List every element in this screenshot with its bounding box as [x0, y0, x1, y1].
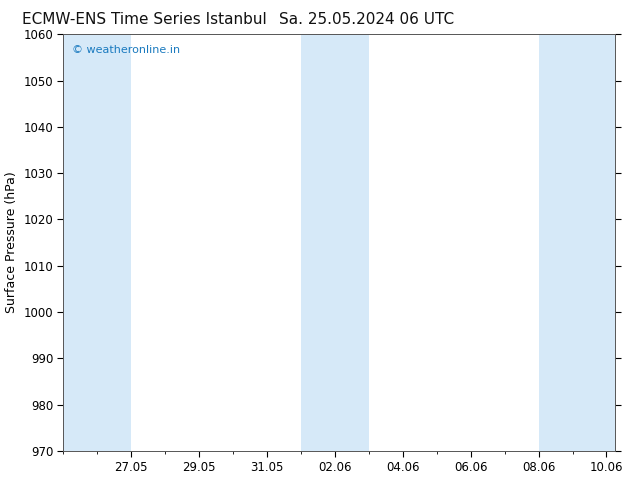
Bar	[539, 34, 615, 451]
Bar	[301, 34, 369, 451]
Text: Sa. 25.05.2024 06 UTC: Sa. 25.05.2024 06 UTC	[279, 12, 454, 27]
Text: ECMW-ENS Time Series Istanbul: ECMW-ENS Time Series Istanbul	[22, 12, 266, 27]
Bar	[63, 34, 131, 451]
Text: © weatheronline.in: © weatheronline.in	[72, 45, 180, 55]
Y-axis label: Surface Pressure (hPa): Surface Pressure (hPa)	[5, 172, 18, 314]
